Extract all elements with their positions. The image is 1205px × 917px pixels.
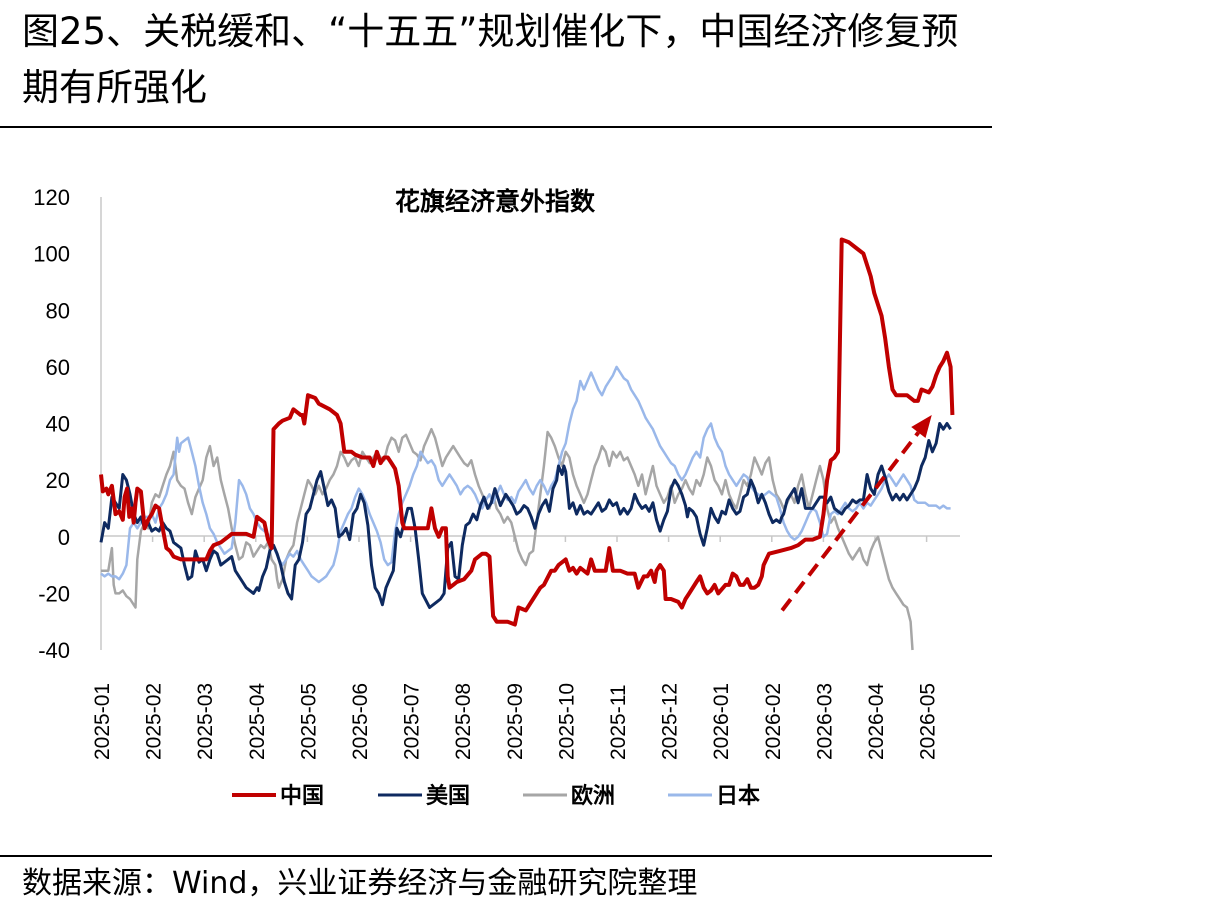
y-tick-label: 100 bbox=[33, 242, 70, 267]
legend-label: 欧洲 bbox=[571, 783, 615, 809]
chart-title: 花旗经济意外指数 bbox=[395, 187, 596, 216]
x-tick-label: 2025-01 bbox=[91, 683, 114, 760]
legend-label: 美国 bbox=[426, 783, 470, 809]
x-tick-label: 2026-05 bbox=[917, 683, 940, 760]
y-axis-ticks: -40 -20 0 20 40 60 80 100 120 bbox=[33, 185, 70, 663]
legend-label: 日本 bbox=[716, 784, 760, 809]
trend-arrow bbox=[780, 415, 932, 612]
series-line-欧洲 bbox=[101, 427, 914, 651]
y-tick-label: 0 bbox=[58, 525, 70, 550]
y-tick-label: -40 bbox=[38, 638, 70, 663]
arrow-shaft bbox=[780, 431, 920, 612]
x-tick-label: 2026-03 bbox=[813, 683, 836, 760]
x-tick-label: 2025-03 bbox=[194, 683, 217, 760]
source-note: 数据来源：Wind，兴业证券经济与金融研究院整理 bbox=[22, 866, 698, 901]
source-rule bbox=[0, 855, 992, 857]
x-tick-label: 2025-04 bbox=[246, 683, 269, 760]
x-tick-label: 2025-07 bbox=[401, 683, 424, 760]
y-tick-label: 80 bbox=[46, 298, 70, 323]
axes bbox=[100, 197, 960, 650]
y-tick-label: 20 bbox=[46, 468, 70, 493]
title-rule bbox=[0, 126, 992, 128]
x-tick-label: 2025-08 bbox=[452, 683, 475, 760]
y-tick-label: 60 bbox=[46, 355, 70, 380]
x-tick-label: 2026-04 bbox=[865, 683, 888, 760]
series-line-日本 bbox=[100, 365, 951, 584]
series-layer bbox=[99, 237, 955, 651]
y-tick-label: -20 bbox=[38, 581, 70, 606]
y-tick-label: 40 bbox=[46, 412, 70, 437]
legend: 中国 美国 欧洲 日本 bbox=[232, 783, 760, 809]
x-tick-label: 2026-02 bbox=[762, 683, 785, 760]
x-tick-label: 2025-09 bbox=[504, 683, 527, 760]
series-line-中国 bbox=[99, 237, 955, 627]
x-tick-label: 2025-11 bbox=[607, 684, 630, 760]
figure-title: 图25、关税缓和、“十五五”规划催化下，中国经济修复预期有所强化 bbox=[22, 10, 959, 109]
legend-label: 中国 bbox=[280, 784, 324, 809]
x-tick-label: 2026-01 bbox=[710, 683, 733, 760]
arrow-head bbox=[911, 415, 932, 438]
x-tick-label: 2025-10 bbox=[555, 683, 578, 760]
y-tick-label: 120 bbox=[33, 185, 70, 210]
x-tick-label: 2025-12 bbox=[659, 683, 682, 760]
x-tick-label: 2025-06 bbox=[349, 683, 372, 760]
series-line-美国 bbox=[99, 422, 952, 609]
x-tick-label: 2025-02 bbox=[143, 683, 166, 760]
x-axis-ticks: 2025-01 2025-02 2025-03 2025-04 2025-05 2025-… bbox=[91, 536, 940, 760]
x-tick-label: 2025-05 bbox=[297, 683, 320, 760]
